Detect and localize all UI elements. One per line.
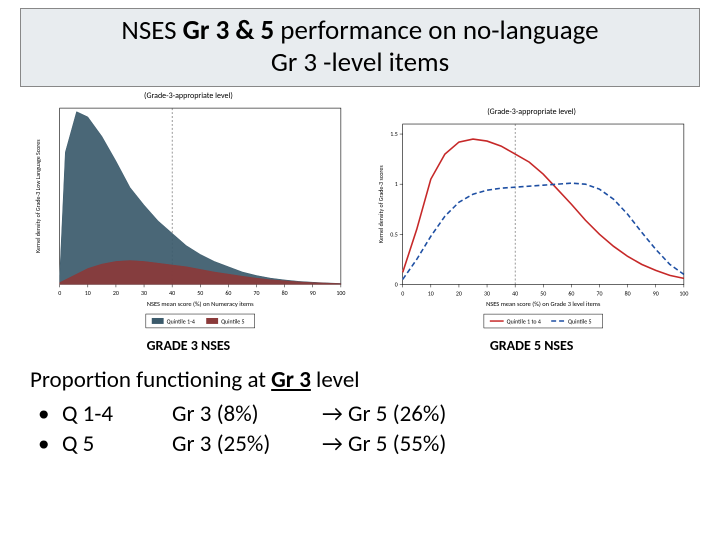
svg-text:80: 80 bbox=[282, 289, 288, 297]
slide-title: NSES Gr 3 & 5 performance on no-language… bbox=[20, 8, 700, 87]
svg-text:10: 10 bbox=[85, 289, 91, 297]
svg-text:Kernel density of Grade-3 Low: Kernel density of Grade-3 Low Language S… bbox=[34, 139, 42, 253]
right-chart-label: GRADE 5 NSES bbox=[490, 337, 574, 354]
right-chart-column: (Grade-3-appropriate level) 0 0.5 1 1.5 0 10 2… bbox=[373, 107, 690, 354]
left-chart-column: (Grade-3-appropriate level) 0 10 20 30 40 50 6… bbox=[30, 91, 347, 354]
charts-row: (Grade-3-appropriate level) 010203040506… bbox=[0, 87, 720, 354]
svg-text:30: 30 bbox=[141, 289, 147, 297]
svg-text:20: 20 bbox=[456, 289, 462, 297]
title-pre: NSES bbox=[121, 14, 182, 47]
footer-text: Proportion functioning at Gr 3 level •Q … bbox=[0, 354, 720, 460]
left-chart: 0 10 20 30 40 50 60 70 80 90 100 NSES mean score (%… bbox=[30, 103, 347, 333]
footer-bullets: •Q 1-4Gr 3 (8%)→ Gr 5 (26%)•Q 5Gr 3 (25%… bbox=[30, 400, 690, 460]
left-chart-subtitle: (Grade-3-appropriate level) bbox=[144, 91, 233, 101]
left-chart-label: GRADE 3 NSES bbox=[147, 337, 231, 354]
footer-bullet-row: •Q 5Gr 3 (25%)→ Gr 5 (55%) bbox=[38, 430, 690, 460]
title-mid: performance on no-language bbox=[274, 14, 598, 47]
svg-text:50: 50 bbox=[197, 289, 203, 297]
svg-text:20: 20 bbox=[113, 289, 119, 297]
svg-text:10: 10 bbox=[428, 289, 434, 297]
svg-text:0: 0 bbox=[401, 289, 404, 297]
right-chart: 0 0.5 1 1.5 0 10 20 30 40 50 60 70 80 90 100 NSES mean … bbox=[373, 119, 690, 333]
svg-text:100: 100 bbox=[336, 289, 345, 297]
svg-text:50: 50 bbox=[540, 289, 546, 297]
svg-text:90: 90 bbox=[310, 289, 316, 297]
svg-text:0: 0 bbox=[395, 280, 398, 288]
svg-text:100: 100 bbox=[680, 289, 689, 297]
svg-text:NSES mean score (%) on Numerac: NSES mean score (%) on Numeracy items bbox=[147, 300, 254, 308]
svg-text:0.5: 0.5 bbox=[390, 230, 398, 238]
footer-bullet-row: •Q 1-4Gr 3 (8%)→ Gr 5 (26%) bbox=[38, 400, 690, 430]
svg-text:Quintile 1-4: Quintile 1-4 bbox=[167, 317, 195, 325]
svg-text:Quintile 1 to 4: Quintile 1 to 4 bbox=[507, 317, 541, 325]
svg-text:40: 40 bbox=[169, 289, 175, 297]
svg-text:Quintile 5: Quintile 5 bbox=[568, 317, 591, 325]
footer-line1: Proportion functioning at Gr 3 level bbox=[30, 366, 690, 396]
svg-text:1.5: 1.5 bbox=[390, 130, 398, 138]
svg-text:0: 0 bbox=[58, 289, 61, 297]
svg-text:1: 1 bbox=[395, 180, 398, 188]
svg-text:80: 80 bbox=[625, 289, 631, 297]
title-bold: Gr 3 & 5 bbox=[183, 14, 275, 47]
svg-text:Kernel density of Grade-3 scor: Kernel density of Grade-3 scores bbox=[377, 164, 385, 242]
svg-text:70: 70 bbox=[254, 289, 260, 297]
svg-text:30: 30 bbox=[484, 289, 490, 297]
svg-text:90: 90 bbox=[653, 289, 659, 297]
svg-text:40: 40 bbox=[512, 289, 518, 297]
right-chart-subtitle: (Grade-3-appropriate level) bbox=[487, 107, 576, 117]
svg-text:60: 60 bbox=[225, 289, 231, 297]
svg-text:60: 60 bbox=[569, 289, 575, 297]
svg-text:NSES mean score (%) on Grade 3: NSES mean score (%) on Grade 3 level ite… bbox=[486, 300, 601, 308]
title-line2: Gr 3 -level items bbox=[271, 46, 449, 79]
svg-text:70: 70 bbox=[597, 289, 603, 297]
svg-text:Quintile 5: Quintile 5 bbox=[221, 317, 244, 325]
